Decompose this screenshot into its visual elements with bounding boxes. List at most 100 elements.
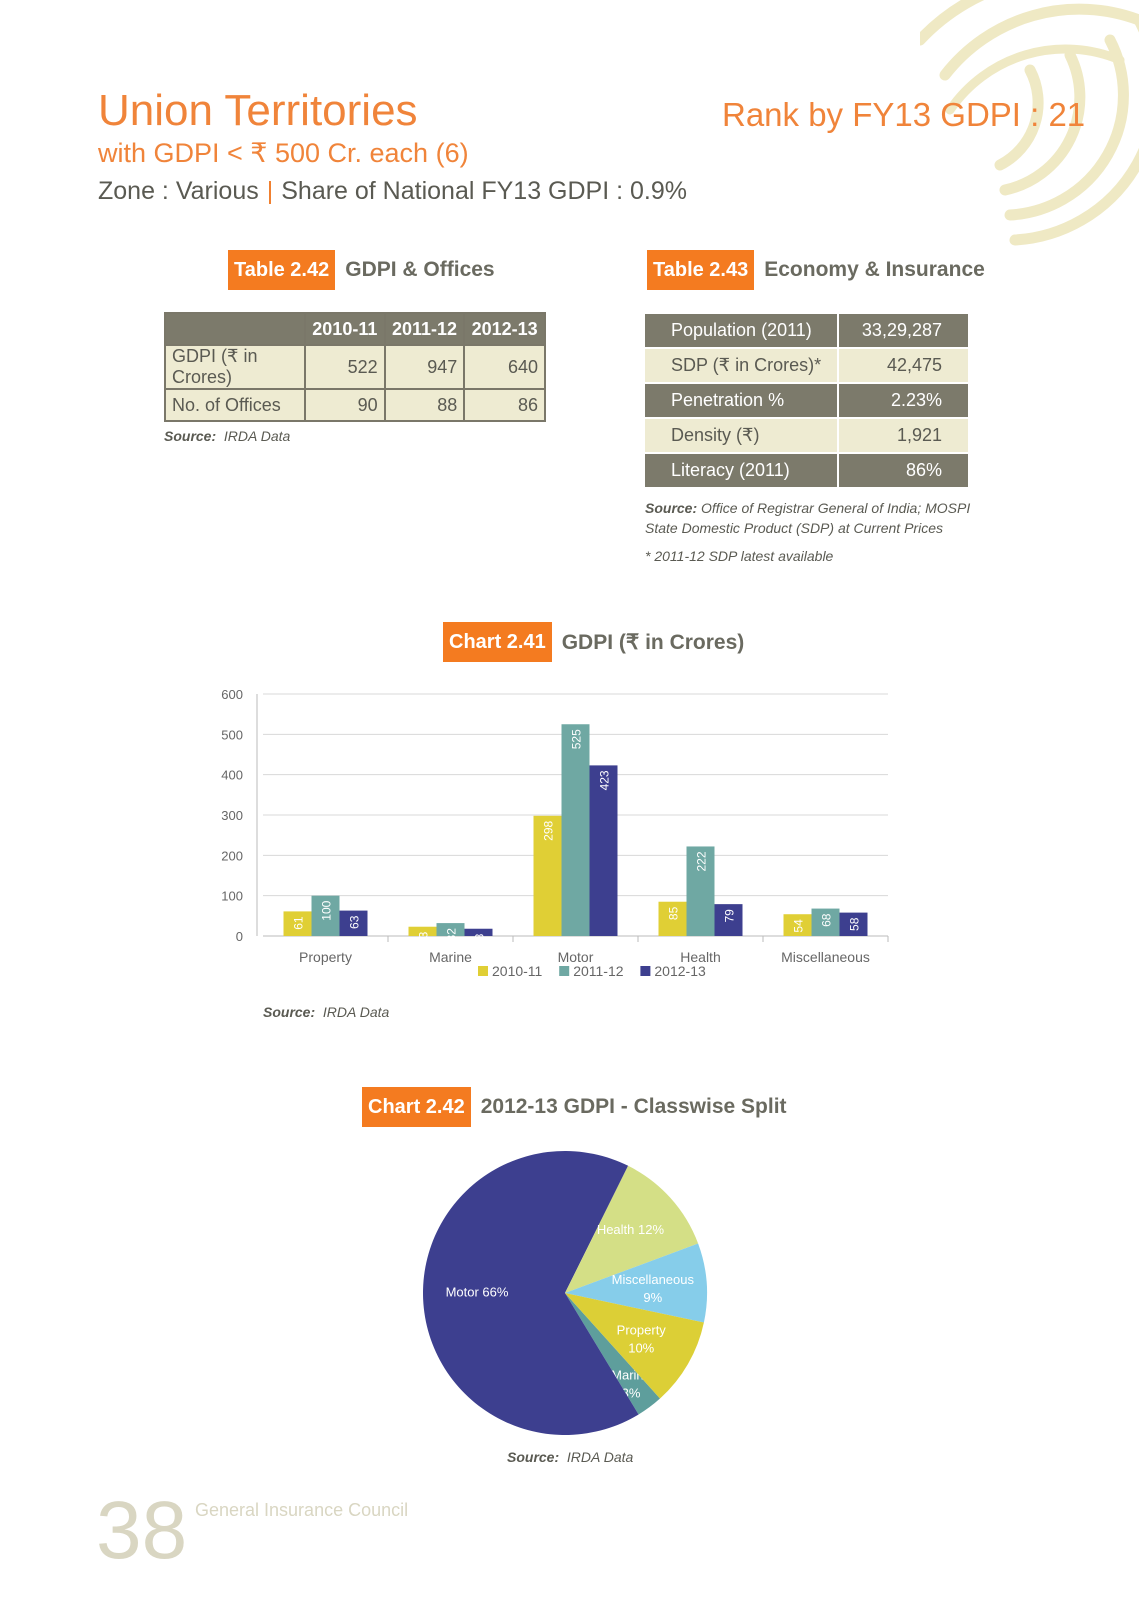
table-243-title: Economy & Insurance [764, 258, 985, 281]
chart-241-caption: Chart 2.41 GDPI (₹ in Crores) [443, 622, 744, 662]
source-text: Office of Registrar General of India; MO… [701, 500, 971, 516]
bar-value-label: 525 [570, 729, 584, 749]
bar-value-label: 23 [417, 931, 431, 945]
legend-swatch [478, 966, 488, 976]
y-tick-label: 500 [221, 727, 243, 742]
y-tick-label: 600 [221, 687, 243, 702]
legend-label: 2011-12 [573, 963, 624, 979]
table-row: Literacy (2011) 86% [643, 452, 970, 489]
source-text: IRDA Data [223, 428, 291, 444]
bar [464, 928, 493, 936]
table-cell: 86% [837, 452, 970, 489]
table-242-title: GDPI & Offices [345, 258, 495, 281]
bar-value-label: 58 [848, 917, 862, 931]
bar [589, 765, 618, 936]
bar [561, 724, 590, 936]
table-cell: 88 [383, 388, 466, 422]
source-label: Source: [507, 1449, 560, 1465]
source-label: Source: [263, 1004, 316, 1020]
page-number: 38 [96, 1485, 188, 1576]
row-label: Density (₹) [643, 417, 839, 454]
source-label: Source: [164, 428, 217, 444]
pie-slice [565, 1293, 704, 1399]
rank-text: Rank by FY13 GDPI : 21 [722, 96, 1086, 133]
x-tick-label: Health [680, 949, 720, 965]
bar-value-label: 32 [445, 928, 459, 942]
gdpi-offices-table: 2010-11 2011-12 2012-13 GDPI (₹ in Crore… [164, 312, 546, 422]
chart-242-tag: Chart 2.42 [362, 1087, 471, 1127]
y-tick-label: 200 [221, 848, 243, 863]
chart-242-caption: Chart 2.42 2012-13 GDPI - Classwise Spli… [362, 1087, 787, 1127]
pie-slice-label: Health 12% [597, 1222, 665, 1237]
row-label: Penetration % [643, 382, 839, 419]
bar [783, 914, 812, 936]
table-243-caption: Table 2.43 Economy & Insurance [647, 250, 985, 290]
table-row: Density (₹) 1,921 [643, 417, 970, 454]
table-243-footnote: * 2011-12 SDP latest available [645, 548, 834, 564]
table-header-row: 2010-11 2011-12 2012-13 [164, 312, 546, 346]
bar [839, 912, 868, 936]
zone-separator: | [266, 177, 274, 205]
pie-slice-label: Miscellaneous 9% [612, 1272, 695, 1305]
table-cell: 522 [304, 344, 386, 390]
publisher-name: General Insurance Council [195, 1500, 409, 1520]
table-header-cell: 2011-12 [383, 312, 466, 346]
bar [686, 846, 715, 936]
bar-value-label: 222 [695, 851, 709, 871]
pie-slice [565, 1293, 661, 1415]
bar-value-label: 54 [792, 919, 806, 933]
chart-241-tag: Chart 2.41 [443, 622, 552, 662]
zone-line: Zone : Various | Share of National FY13 GD… [98, 177, 687, 206]
x-tick-label: Property [299, 949, 352, 965]
gdpi-bar-chart: 0 100 200 300 400 500 600 Property 61 100 63 Marine… [221, 687, 889, 979]
pie-slice-label: Property 10% [617, 1322, 667, 1355]
source-text: IRDA Data [566, 1449, 634, 1465]
row-label: SDP (₹ in Crores)* [643, 347, 839, 384]
y-tick-label: 400 [221, 768, 243, 783]
table-row: Penetration % 2.23% [643, 382, 970, 419]
bar-value-label: 18 [473, 933, 487, 947]
row-label: No. of Offices [164, 388, 306, 422]
bar-value-label: 61 [292, 916, 306, 930]
table-cell: 640 [463, 344, 546, 390]
legend-label: 2012-13 [654, 963, 706, 979]
bar [408, 926, 437, 936]
source-text: IRDA Data [322, 1004, 390, 1020]
table-242-tag: Table 2.42 [228, 250, 336, 290]
table-cell: 90 [304, 388, 386, 422]
table-242-caption: Table 2.42 GDPI & Offices [228, 250, 495, 290]
table-cell: 42,475 [837, 347, 970, 384]
bar [339, 910, 368, 936]
bar [311, 895, 340, 936]
table-row: SDP (₹ in Crores)* 42,475 [643, 347, 970, 384]
x-tick-label: Miscellaneous [781, 949, 870, 965]
chart-241-source: Source: IRDA Data [263, 1004, 389, 1020]
table-cell: 33,29,287 [837, 312, 970, 349]
table-242-source: Source: IRDA Data [164, 428, 290, 444]
table-243-source-line2: State Domestic Product (SDP) at Current … [645, 520, 943, 536]
bar-value-label: 79 [723, 909, 737, 923]
legend-swatch [640, 966, 651, 976]
table-cell: 86 [463, 388, 546, 422]
legend-swatch [559, 966, 570, 976]
table-header-cell: 2010-11 [304, 312, 386, 346]
legend-label: 2010-11 [492, 963, 543, 979]
table-row: GDPI (₹ in Crores) 522 947 640 [164, 344, 546, 390]
table-cell: 1,921 [837, 417, 970, 454]
bar-value-label: 423 [598, 770, 612, 790]
bar [658, 901, 687, 936]
row-label: Population (2011) [643, 312, 839, 349]
bar [811, 908, 840, 936]
pie-slice-label: Motor 66% [446, 1285, 509, 1300]
table-header-cell: 2012-13 [463, 312, 546, 346]
table-header-cell [164, 312, 306, 346]
economy-insurance-table: Population (2011) 33,29,287 SDP (₹ in Cro… [643, 312, 970, 489]
table-cell: 947 [383, 344, 466, 390]
chart-241-title: GDPI (₹ in Crores) [561, 630, 745, 654]
bar [533, 815, 562, 936]
bar-value-label: 85 [667, 906, 681, 920]
chart-242-title: 2012-13 GDPI - Classwise Split [480, 1095, 787, 1118]
source-label: Source: [645, 500, 698, 516]
bar-value-label: 63 [348, 915, 362, 929]
row-label: Literacy (2011) [643, 452, 839, 489]
